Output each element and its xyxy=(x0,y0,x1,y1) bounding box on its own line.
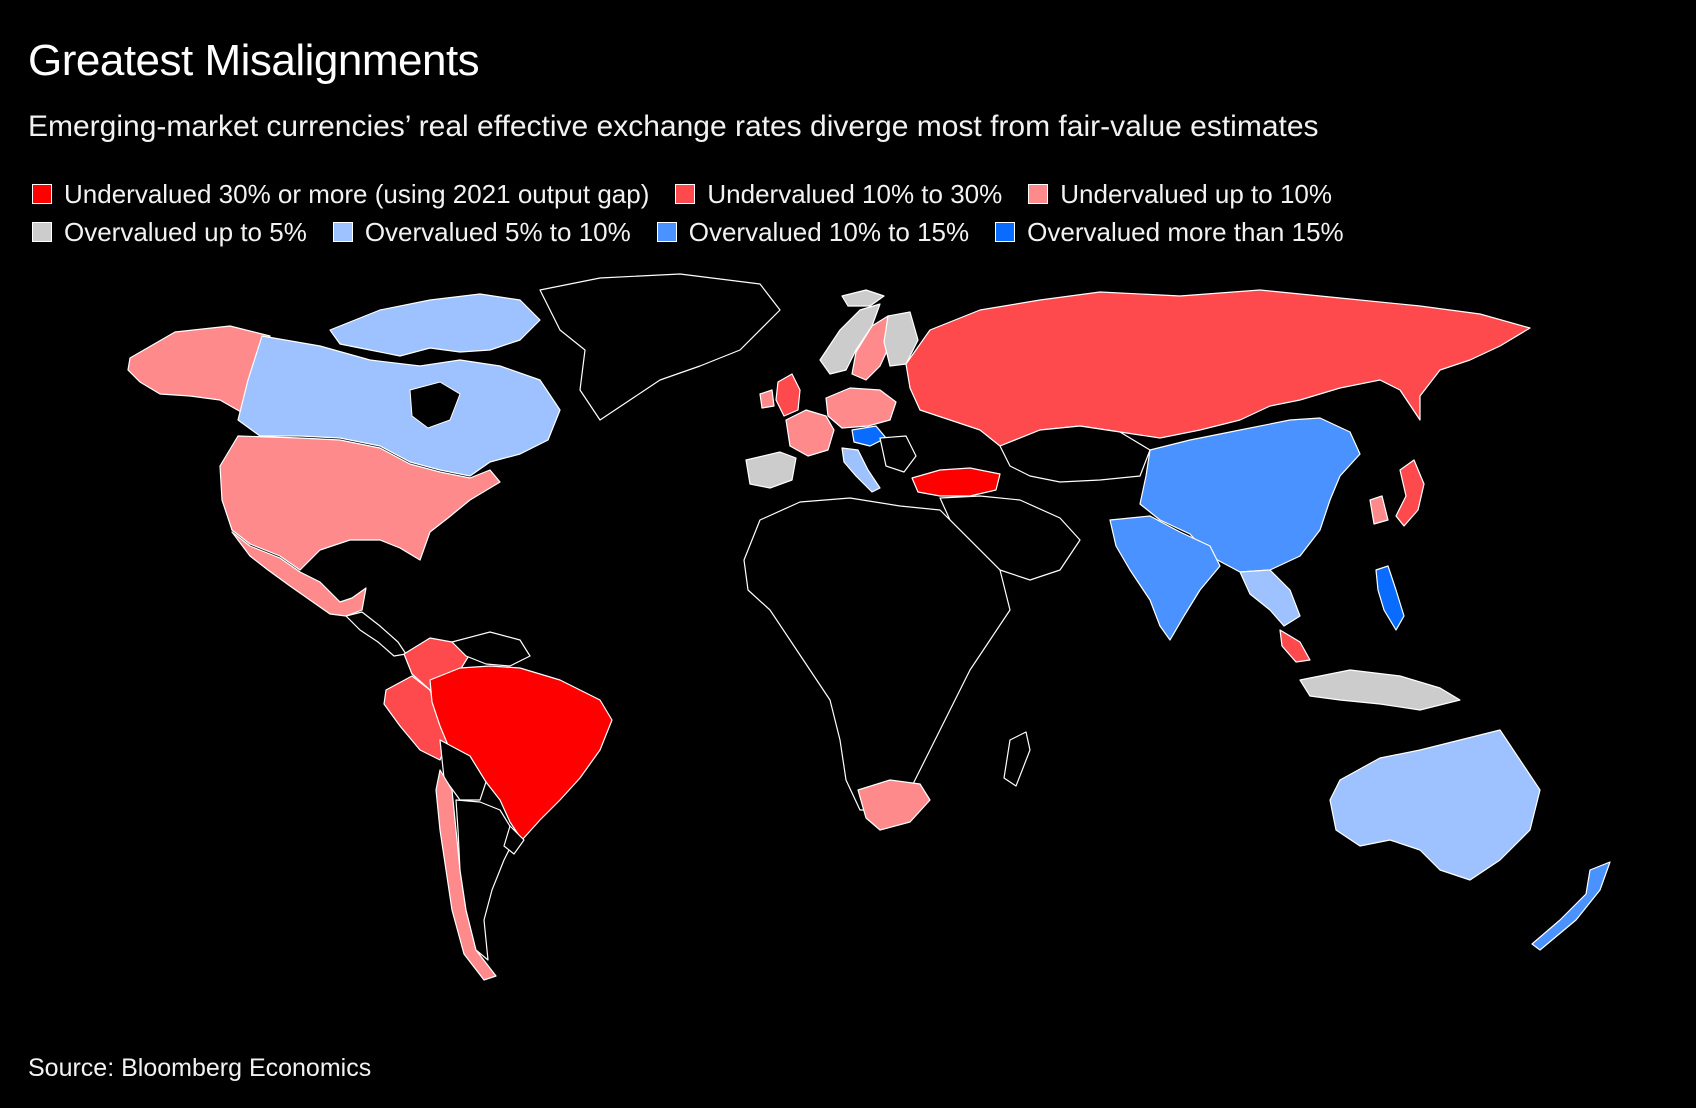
legend-swatch xyxy=(675,184,696,204)
legend-label: Undervalued 10% to 30% xyxy=(707,178,1003,209)
malaysia xyxy=(1279,629,1311,663)
italy xyxy=(841,447,881,493)
ireland xyxy=(759,389,775,409)
legend-item-over-5: Overvalued up to 5% xyxy=(32,217,307,248)
south-korea xyxy=(1369,495,1389,525)
legend-swatch xyxy=(656,222,677,242)
central-asia xyxy=(999,425,1151,483)
united-states xyxy=(219,435,501,571)
legend-label: Overvalued 10% to 15% xyxy=(688,216,970,247)
legend-item-under-10: Undervalued up to 10% xyxy=(1028,179,1332,210)
russia xyxy=(905,289,1531,447)
legend-row-overvalued: Overvalued up to 5% Overvalued 5% to 10%… xyxy=(32,213,1370,251)
madagascar xyxy=(1003,731,1031,787)
united-kingdom xyxy=(775,373,801,417)
france xyxy=(785,409,835,457)
central-europe xyxy=(825,387,897,429)
legend-item-over-5-10: Overvalued 5% to 10% xyxy=(332,216,631,248)
chart-title: Greatest Misalignments xyxy=(28,36,480,85)
sweden xyxy=(851,315,893,381)
legend-item-over-10-15: Overvalued 10% to 15% xyxy=(656,216,970,248)
south-africa xyxy=(857,779,931,831)
hudson-bay xyxy=(409,381,461,429)
argentina xyxy=(455,799,517,961)
chart-subtitle: Emerging-market currencies’ real effecti… xyxy=(28,110,1319,143)
legend-swatch xyxy=(32,184,52,204)
iceland xyxy=(841,289,885,307)
turkey xyxy=(911,467,1001,497)
spain xyxy=(745,451,797,489)
philippines xyxy=(1375,565,1405,631)
africa xyxy=(743,497,1011,811)
legend-label: Undervalued up to 10% xyxy=(1060,178,1332,209)
southeast-asia xyxy=(1239,569,1301,627)
balkans xyxy=(879,435,917,473)
legend-row-undervalued: Undervalued 30% or more (using 2021 outp… xyxy=(32,175,1370,213)
canada-islands xyxy=(329,293,541,357)
alaska xyxy=(127,325,271,417)
venezuela xyxy=(451,631,531,667)
legend-swatch xyxy=(32,222,52,242)
world-map xyxy=(127,273,1611,981)
source-note: Source: Bloomberg Economics xyxy=(28,1054,372,1082)
indonesia xyxy=(1299,669,1461,711)
canada xyxy=(237,335,561,477)
uruguay xyxy=(503,825,525,855)
legend-swatch xyxy=(332,222,353,242)
legend-label: Overvalued 5% to 10% xyxy=(364,216,631,247)
legend-item-under-10-30: Undervalued 10% to 30% xyxy=(675,179,1002,210)
legend-label: Overvalued more than 15% xyxy=(1027,216,1344,247)
legend: Undervalued 30% or more (using 2021 outp… xyxy=(32,175,1370,251)
chile xyxy=(435,769,497,981)
central-america xyxy=(345,611,407,657)
china xyxy=(1139,417,1361,573)
australia xyxy=(1329,729,1541,881)
new-zealand xyxy=(1531,861,1611,951)
legend-swatch xyxy=(995,222,1016,242)
india xyxy=(1109,515,1221,641)
japan xyxy=(1395,459,1425,527)
legend-item-over-15: Overvalued more than 15% xyxy=(995,217,1344,248)
hungary xyxy=(851,425,887,447)
legend-item-under-30: Undervalued 30% or more (using 2021 outp… xyxy=(32,179,649,210)
legend-swatch xyxy=(1028,184,1049,204)
legend-label: Undervalued 30% or more (using 2021 outp… xyxy=(64,178,650,209)
mexico xyxy=(231,531,367,617)
greenland xyxy=(539,273,781,421)
legend-label: Overvalued up to 5% xyxy=(64,216,307,247)
